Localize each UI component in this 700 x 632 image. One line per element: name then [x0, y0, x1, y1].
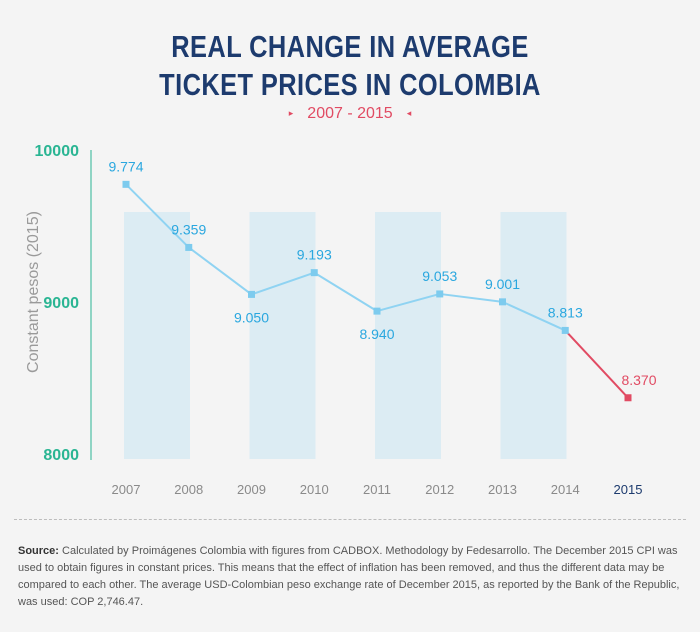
x-tick-label-2013: 2013	[488, 482, 517, 497]
x-tick-label-2010: 2010	[300, 482, 329, 497]
y-axis-title: Constant pesos (2015)	[25, 211, 42, 373]
subtitle-text: 2007 - 2015	[307, 105, 393, 122]
source-text: Calculated by Proimágenes Colombia with …	[18, 545, 680, 608]
band-2007	[124, 212, 190, 459]
data-point-2008	[185, 243, 193, 251]
series-segment-2011-2012	[376, 292, 441, 313]
data-point-2012	[436, 290, 444, 298]
series-segment-2008-2009	[188, 246, 253, 296]
x-tick-label-2012: 2012	[425, 482, 454, 497]
data-point-2011	[373, 307, 381, 315]
data-label-2015: 8.370	[621, 372, 656, 388]
series-segment-2007-2008	[125, 183, 190, 249]
data-point-2009	[248, 290, 255, 298]
triangle-left-icon: ◂	[406, 108, 412, 118]
data-point-2007	[122, 180, 130, 188]
source-label: Source:	[18, 545, 59, 557]
series-segment-2009-2010	[251, 271, 315, 296]
source-note: Source: Calculated by Proimágenes Colomb…	[18, 543, 682, 611]
x-tick-label-2011: 2011	[363, 482, 391, 497]
chart-title-line-1: REAL CHANGE IN AVERAGE	[171, 29, 529, 64]
chart-title: REAL CHANGE IN AVERAGE TICKET PRICES IN …	[63, 28, 637, 104]
data-label-2013: 9.001	[485, 276, 520, 292]
y-tick-label-9000: 9000	[43, 295, 79, 312]
data-point-2014	[561, 326, 569, 334]
data-point-2013	[499, 298, 506, 306]
series-segment-2014-2015	[564, 329, 629, 399]
data-label-2014: 8.813	[548, 304, 583, 320]
data-label-2009: 9.050	[234, 309, 269, 325]
data-label-2007: 9.774	[108, 158, 143, 174]
band-2013	[500, 212, 567, 459]
divider	[14, 519, 686, 520]
data-label-2010: 9.193	[297, 247, 332, 263]
triangle-right-icon: ▸	[288, 108, 294, 118]
y-tick-label-8000: 8000	[43, 447, 79, 464]
data-point-2010	[310, 269, 318, 277]
y-tick-label-10000: 10000	[35, 143, 80, 160]
band-2011	[375, 212, 441, 459]
x-tick-label-2008: 2008	[174, 482, 203, 497]
data-label-2008: 9.359	[171, 221, 206, 237]
chart-title-line-2: TICKET PRICES IN COLOMBIA	[159, 67, 541, 102]
x-tick-label-2014: 2014	[551, 482, 580, 497]
band-2009	[249, 212, 316, 459]
data-label-2011: 8.940	[359, 326, 394, 342]
x-tick-label-2007: 2007	[112, 482, 141, 497]
x-tick-label-2015: 2015	[614, 482, 643, 497]
data-label-2012: 9.053	[422, 268, 457, 284]
series-segment-2010-2011	[313, 271, 378, 312]
line-chart: 10000 9000 8000 Constant pesos (2015) 2007 20…	[25, 143, 657, 497]
data-point-2015	[624, 394, 632, 402]
series-segment-2012-2013	[439, 292, 503, 303]
series-segment-2013-2014	[502, 300, 566, 332]
x-tick-label-2009: 2009	[237, 482, 266, 497]
chart-subtitle: ▸ 2007 - 2015 ◂	[0, 105, 700, 123]
